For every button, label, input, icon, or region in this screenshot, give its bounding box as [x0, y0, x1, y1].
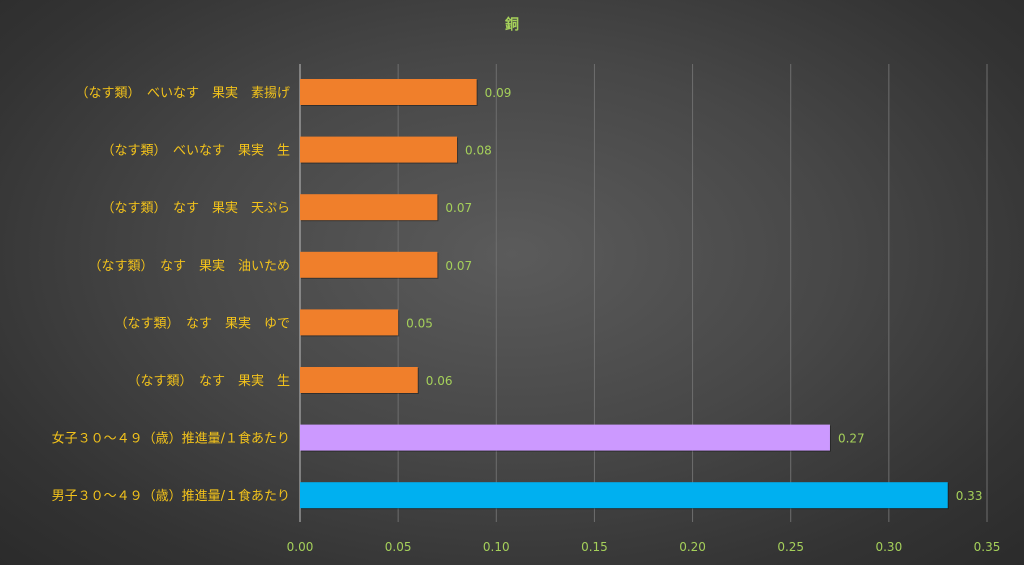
- bar: [300, 194, 438, 221]
- x-tick-label: 0.20: [679, 540, 706, 554]
- data-label: 0.06: [426, 374, 453, 388]
- category-label: （なす類） べいなす 果実 素揚げ: [75, 85, 290, 101]
- data-label: 0.07: [445, 201, 472, 215]
- x-tick-label: 0.15: [581, 540, 608, 554]
- bars: [300, 79, 949, 510]
- chart-title: 銅: [505, 17, 519, 33]
- data-label: 0.07: [445, 259, 472, 273]
- category-label: （なす類） なす 果実 ゆで: [114, 315, 290, 331]
- bar: [300, 79, 477, 105]
- x-tick-label: 0.25: [777, 540, 804, 554]
- category-label: 男子３０～４９（歳）推進量/１食あたり: [52, 488, 290, 504]
- data-label: 0.09: [485, 86, 512, 100]
- bar: [300, 367, 418, 393]
- category-label: （なす類） べいなす 果実 生: [101, 143, 290, 159]
- x-tick-label: 0.10: [483, 540, 510, 554]
- bar: [300, 482, 948, 509]
- bar: [300, 309, 399, 336]
- category-label: 女子３０～４９（歳）推進量/１食あたり: [52, 431, 290, 447]
- data-label: 0.33: [956, 489, 983, 503]
- gridlines: [299, 64, 988, 522]
- x-tick-label: 0.35: [974, 540, 1001, 554]
- data-label: 0.05: [406, 316, 433, 330]
- category-label: （なす類） なす 果実 油いため: [88, 258, 290, 274]
- category-label: （なす類） なす 果実 生: [127, 373, 290, 389]
- data-label: 0.27: [838, 432, 865, 446]
- bar: [300, 136, 458, 163]
- category-label: （なす類） なす 果実 天ぷら: [101, 200, 290, 216]
- bar: [300, 424, 830, 451]
- bar: [300, 251, 438, 278]
- data-label: 0.08: [465, 144, 492, 158]
- x-tick-label: 0.30: [875, 540, 902, 554]
- x-tick-label: 0.05: [385, 540, 412, 554]
- labels: 0.00 0.05 0.10 0.15 0.20 0.25 0.30 0.35 0.09 （なす類…: [52, 85, 1001, 554]
- x-tick-label: 0.00: [287, 540, 314, 554]
